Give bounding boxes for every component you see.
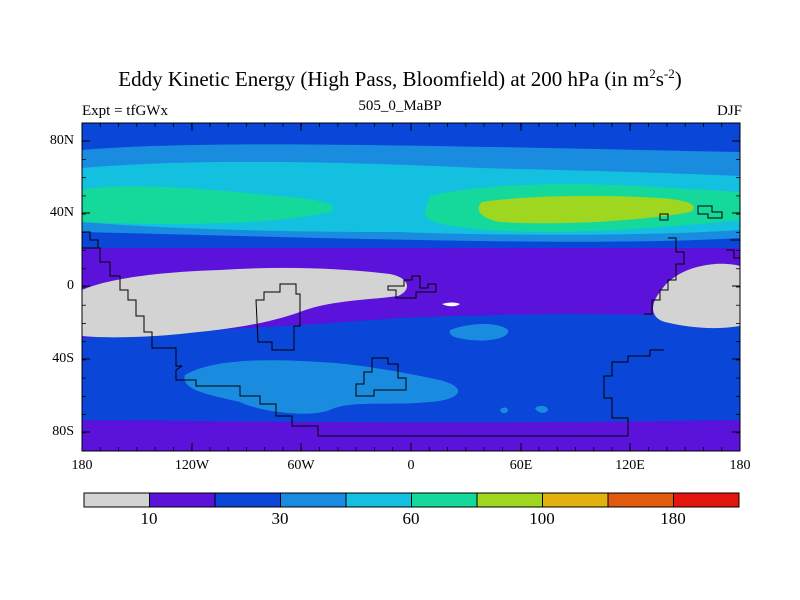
coastlines bbox=[82, 205, 740, 437]
colorbar-box bbox=[411, 492, 478, 508]
colorbar-label: 180 bbox=[660, 509, 686, 528]
coast-antarctic-boundary bbox=[175, 349, 664, 437]
fill-sh-outer bbox=[82, 400, 740, 420]
coast-pacific-islands bbox=[726, 239, 740, 259]
x-tick-label: 60E bbox=[509, 458, 533, 473]
x-tick-label: 60W bbox=[287, 458, 315, 473]
y-tick-label: 40S bbox=[52, 351, 74, 366]
fill-tropical-white bbox=[442, 302, 460, 307]
coast-americas-west bbox=[82, 247, 182, 367]
y-tick-label: 0 bbox=[67, 278, 74, 293]
colorbar-box bbox=[83, 492, 150, 508]
coast-asia-east bbox=[644, 237, 685, 315]
coast-korea bbox=[659, 213, 669, 221]
y-tick-label: 80N bbox=[49, 133, 74, 148]
contour-fill bbox=[82, 123, 740, 451]
experiment-label: Expt = tfGWx bbox=[82, 103, 168, 119]
fill-jet-core bbox=[478, 195, 694, 224]
colorbar-box bbox=[149, 492, 216, 508]
coast-africa-south bbox=[355, 357, 407, 397]
colorbar-box bbox=[542, 492, 609, 508]
fill-jet-atlantic-pacific bbox=[82, 186, 334, 224]
colorbar-label: 100 bbox=[529, 509, 555, 528]
x-tick-label: 180 bbox=[71, 458, 93, 473]
colorbar-box bbox=[280, 492, 347, 508]
plot-title: Eddy Kinetic Energy (High Pass, Bloomfie… bbox=[118, 66, 682, 91]
colorbar-box bbox=[673, 492, 740, 508]
fill-sh-patch-4 bbox=[500, 407, 508, 414]
colorbar-label: 60 bbox=[402, 509, 420, 528]
minor-tick-marks bbox=[81, 122, 741, 452]
x-tick-label: 0 bbox=[407, 458, 415, 473]
case-label: 505_0_MaBP bbox=[358, 98, 442, 114]
fill-tropical-gray-west bbox=[82, 267, 408, 338]
season-label: DJF bbox=[716, 103, 742, 119]
colorbar-label: 10 bbox=[140, 509, 158, 528]
colorbar bbox=[83, 492, 740, 508]
x-tick-label: 180 bbox=[729, 458, 751, 473]
colorbar-box bbox=[476, 492, 543, 508]
colorbar-box bbox=[345, 492, 412, 508]
y-tick-label: 40N bbox=[49, 205, 74, 220]
coast-japan bbox=[697, 205, 723, 219]
x-tick-label: 120W bbox=[174, 458, 210, 473]
y-tick-label: 80S bbox=[52, 424, 74, 439]
x-tick-label: 120E bbox=[615, 458, 645, 473]
colorbar-box bbox=[214, 492, 281, 508]
colorbar-label: 30 bbox=[271, 509, 289, 528]
colorbar-box bbox=[607, 492, 674, 508]
fill-sh-patch-3 bbox=[535, 405, 548, 413]
fill-sh-patch-2 bbox=[449, 324, 509, 341]
coast-south-america bbox=[255, 283, 301, 351]
coast-africa-west bbox=[387, 275, 437, 299]
fill-sh-patch-1 bbox=[184, 360, 459, 414]
